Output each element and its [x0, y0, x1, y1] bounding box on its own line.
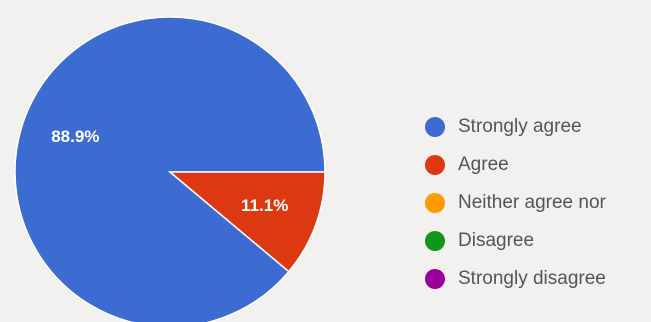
pie-slice-agree — [167, 171, 326, 273]
legend-swatch-icon — [425, 193, 445, 213]
legend-swatch-icon — [425, 269, 445, 289]
legend-label: Strongly agree — [458, 116, 582, 137]
pie-slice-strongly-agree — [14, 16, 326, 322]
legend-label: Strongly disagree — [458, 268, 606, 289]
legend-swatch-icon — [425, 231, 445, 251]
legend-swatch-icon — [425, 117, 445, 137]
legend-label: Neither agree nor — [458, 192, 606, 213]
legend-item-agree: Agree — [425, 146, 606, 184]
slice-label-agree: 11.1% — [241, 196, 288, 215]
pie-slices — [14, 16, 326, 322]
chart-legend: Strongly agree Agree Neither agree nor Disa… — [425, 108, 606, 298]
legend-item-strongly-agree: Strongly agree — [425, 108, 606, 146]
legend-label: Agree — [458, 154, 509, 175]
legend-label: Disagree — [458, 230, 535, 251]
pie-slice-labels: 88.9% 11.1% — [51, 127, 288, 215]
slice-label-strongly-agree: 88.9% — [51, 127, 99, 146]
legend-item-strongly-disagree: Strongly disagree — [425, 260, 606, 298]
legend-item-disagree: Disagree — [425, 222, 606, 260]
legend-swatch-icon — [425, 155, 445, 175]
legend-item-neither-agree-nor: Neither agree nor — [425, 184, 606, 222]
